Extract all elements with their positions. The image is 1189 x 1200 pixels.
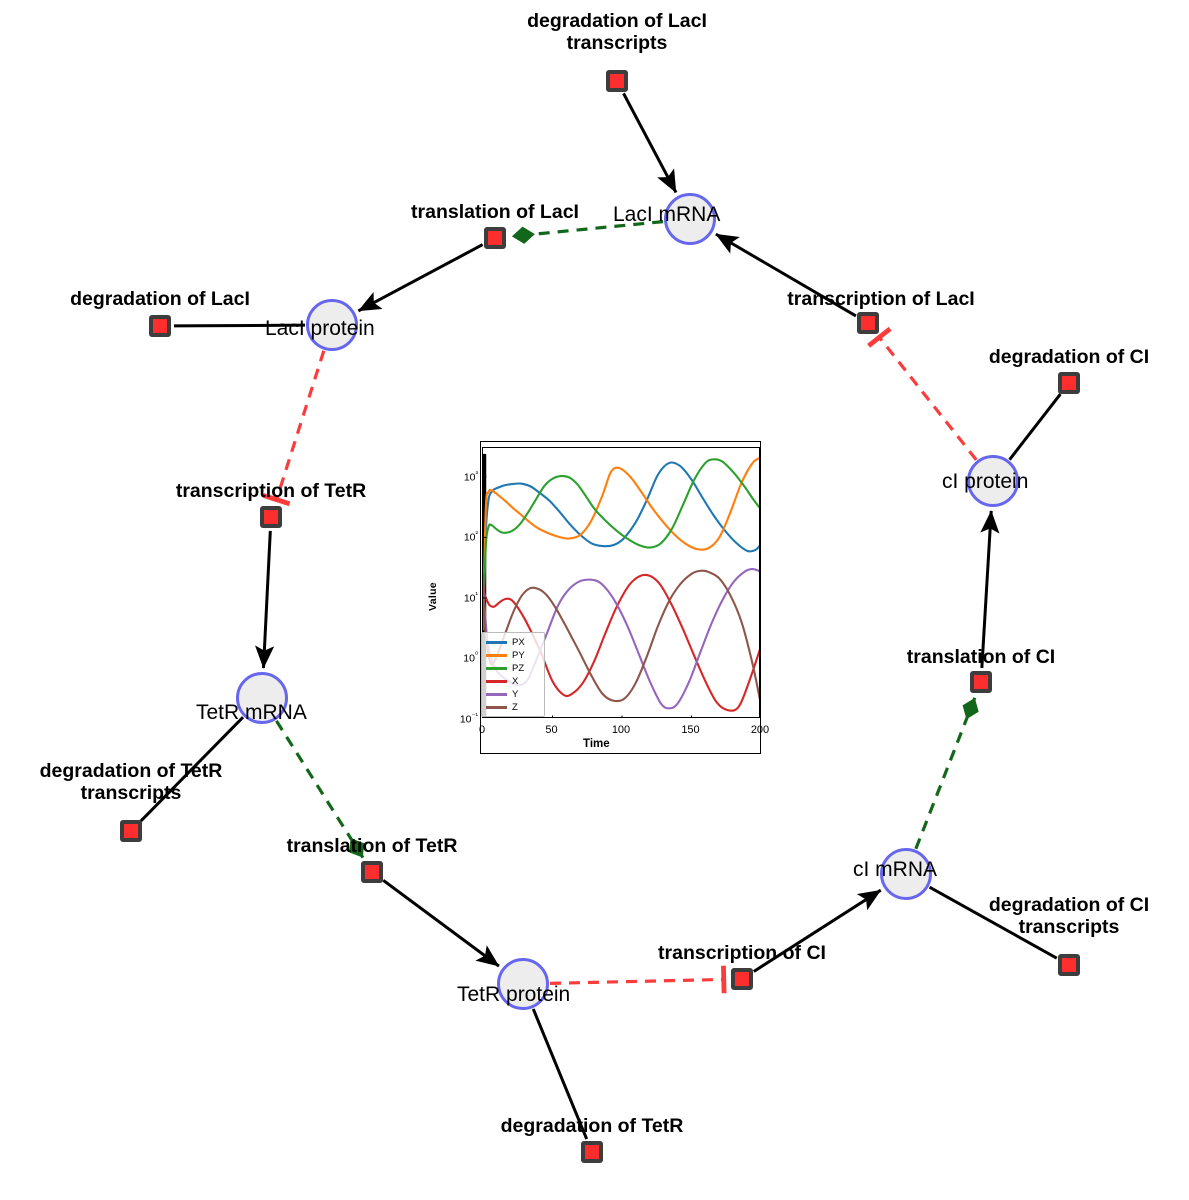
reaction-label-degradation-of-laci: degradation of LacI xyxy=(70,288,250,310)
reaction-label-degradation-of-laci-transcripts: degradation of LacI transcripts xyxy=(527,10,707,55)
reaction-node-degradation-of-ci[interactable] xyxy=(1058,372,1080,394)
species-node-ci-mrna[interactable] xyxy=(880,848,932,900)
legend-swatch-x xyxy=(486,680,507,683)
legend-swatch-pz xyxy=(486,667,507,670)
edge-ci_prot-to-tx_laci xyxy=(867,326,978,461)
species-node-laci-mrna[interactable] xyxy=(664,193,716,245)
reaction-node-degradation-of-ci-transcripts[interactable] xyxy=(1058,954,1080,976)
edge-deg_tetr-to-tetr_prot xyxy=(531,1008,589,1140)
reaction-node-transcription-of-ci[interactable] xyxy=(731,968,753,990)
edge-laci_prot-to-tx_tetr xyxy=(262,350,326,507)
edge-tl_laci-to-laci_prot xyxy=(357,243,484,313)
reaction-label-translation-of-tetr: translation of TetR xyxy=(286,835,458,857)
edge-tetr_prot-to-tx_ci xyxy=(549,965,727,994)
chart-y-tick-3: 10² xyxy=(463,529,478,544)
chart-series-z xyxy=(483,569,759,703)
species-label-ci-protein: cI protein xyxy=(942,470,1029,493)
species-label-laci-protein: LacI protein xyxy=(265,317,375,340)
legend-swatch-y xyxy=(486,693,507,696)
edge-deg_ci_tx-to-ci_mrna xyxy=(928,885,1058,960)
legend-entry-py: PY xyxy=(486,649,541,662)
reaction-label-translation-of-laci: translation of LacI xyxy=(411,201,579,223)
edge-deg_ci-to-ci_prot xyxy=(1008,393,1062,461)
edge-tx_ci-to-ci_mrna xyxy=(752,888,882,973)
species-node-tetr-mrna[interactable] xyxy=(236,672,288,724)
legend-label-x: X xyxy=(512,675,519,687)
chart-plot-area xyxy=(482,447,760,718)
chart-y-tick-1: 10⁰ xyxy=(463,650,478,665)
reaction-node-degradation-of-tetr[interactable] xyxy=(581,1141,603,1163)
legend-label-px: PX xyxy=(512,636,525,648)
chart-series-pz xyxy=(483,458,759,631)
chart-series-x xyxy=(483,573,759,712)
reaction-label-transcription-of-ci: transcription of CI xyxy=(658,942,826,964)
reaction-node-degradation-of-laci-transcripts[interactable] xyxy=(606,70,628,92)
legend-label-z: Z xyxy=(512,701,518,713)
chart-y-tick-0: 10⁻¹ xyxy=(459,710,478,726)
legend-label-y: Y xyxy=(512,688,519,700)
species-label-tetr-protein: TetR protein xyxy=(457,983,571,1006)
reaction-label-translation-of-ci: translation of CI xyxy=(906,646,1056,668)
edge-tx_laci-to-laci_mrna xyxy=(715,232,857,318)
reaction-label-degradation-of-tetr-transcripts: degradation of TetR transcripts xyxy=(39,760,223,805)
species-label-ci-mrna: cI mRNA xyxy=(853,858,937,881)
chart-legend: PX PY PZ X Y Z xyxy=(481,632,545,717)
reaction-node-degradation-of-tetr-transcripts[interactable] xyxy=(120,820,142,842)
reaction-node-transcription-of-tetr[interactable] xyxy=(260,506,282,528)
chart-x-tick-1: 50 xyxy=(545,724,558,736)
chart-x-axis-label: Time xyxy=(583,738,610,750)
edge-deg_tetr_tx-to-tetr_mrna xyxy=(139,716,245,823)
reaction-node-translation-of-tetr[interactable] xyxy=(361,861,383,883)
legend-entry-pz: PZ xyxy=(486,662,541,675)
edge-ci_mrna-to-tl_ci xyxy=(914,697,979,850)
legend-swatch-py xyxy=(486,654,507,657)
legend-entry-y: Y xyxy=(486,688,541,701)
chart-x-tick-3: 150 xyxy=(681,724,700,736)
reaction-node-transcription-of-laci[interactable] xyxy=(857,312,879,334)
reaction-node-translation-of-laci[interactable] xyxy=(484,227,506,249)
reaction-label-transcription-of-laci: transcription of LacI xyxy=(787,288,975,310)
reaction-label-degradation-of-ci-transcripts: degradation of CI transcripts xyxy=(988,894,1150,939)
chart-series-px xyxy=(483,461,759,631)
species-node-tetr-protein[interactable] xyxy=(497,958,549,1010)
legend-swatch-px xyxy=(486,641,507,644)
edge-tl_ci-to-ci_prot xyxy=(980,510,1000,669)
species-node-ci-protein[interactable] xyxy=(967,455,1019,507)
reaction-label-transcription-of-tetr: transcription of TetR xyxy=(175,480,367,502)
chart-series-py xyxy=(483,457,759,631)
reaction-label-degradation-of-tetr: degradation of TetR xyxy=(500,1115,684,1137)
legend-entry-px: PX xyxy=(486,636,541,649)
edge-tl_tetr-to-tetr_prot xyxy=(382,879,500,968)
edge-tx_tetr-to-tetr_mrna xyxy=(255,530,275,669)
edge-deg_laci_tx-to-laci_mrna xyxy=(622,92,678,194)
reaction-label-degradation-of-ci: degradation of CI xyxy=(988,346,1150,368)
legend-entry-z: Z xyxy=(486,701,541,714)
chart-y-tick-4: 10³ xyxy=(463,468,478,484)
chart-y-tick-2: 10¹ xyxy=(463,589,478,605)
edge-deg_laci-to-laci_prot xyxy=(173,323,306,328)
legend-label-pz: PZ xyxy=(512,662,525,674)
legend-entry-x: X xyxy=(486,675,541,688)
legend-label-py: PY xyxy=(512,649,525,661)
species-label-laci-mrna: LacI mRNA xyxy=(613,203,721,226)
chart-x-tick-2: 100 xyxy=(611,724,631,736)
reaction-node-translation-of-ci[interactable] xyxy=(970,671,992,693)
species-node-laci-protein[interactable] xyxy=(306,299,358,351)
chart-y-axis-label: Value xyxy=(427,582,439,611)
reaction-node-degradation-of-laci[interactable] xyxy=(149,315,171,337)
edge-laci_mrna-to-tl_laci xyxy=(511,220,664,244)
edge-tetr_mrna-to-tl_tetr xyxy=(275,719,365,859)
species-label-tetr-mrna: TetR mRNA xyxy=(196,701,307,724)
legend-swatch-z xyxy=(486,706,507,709)
chart-x-tick-4: 200 xyxy=(750,724,770,736)
chart-x-tick-0: 0 xyxy=(478,724,486,736)
